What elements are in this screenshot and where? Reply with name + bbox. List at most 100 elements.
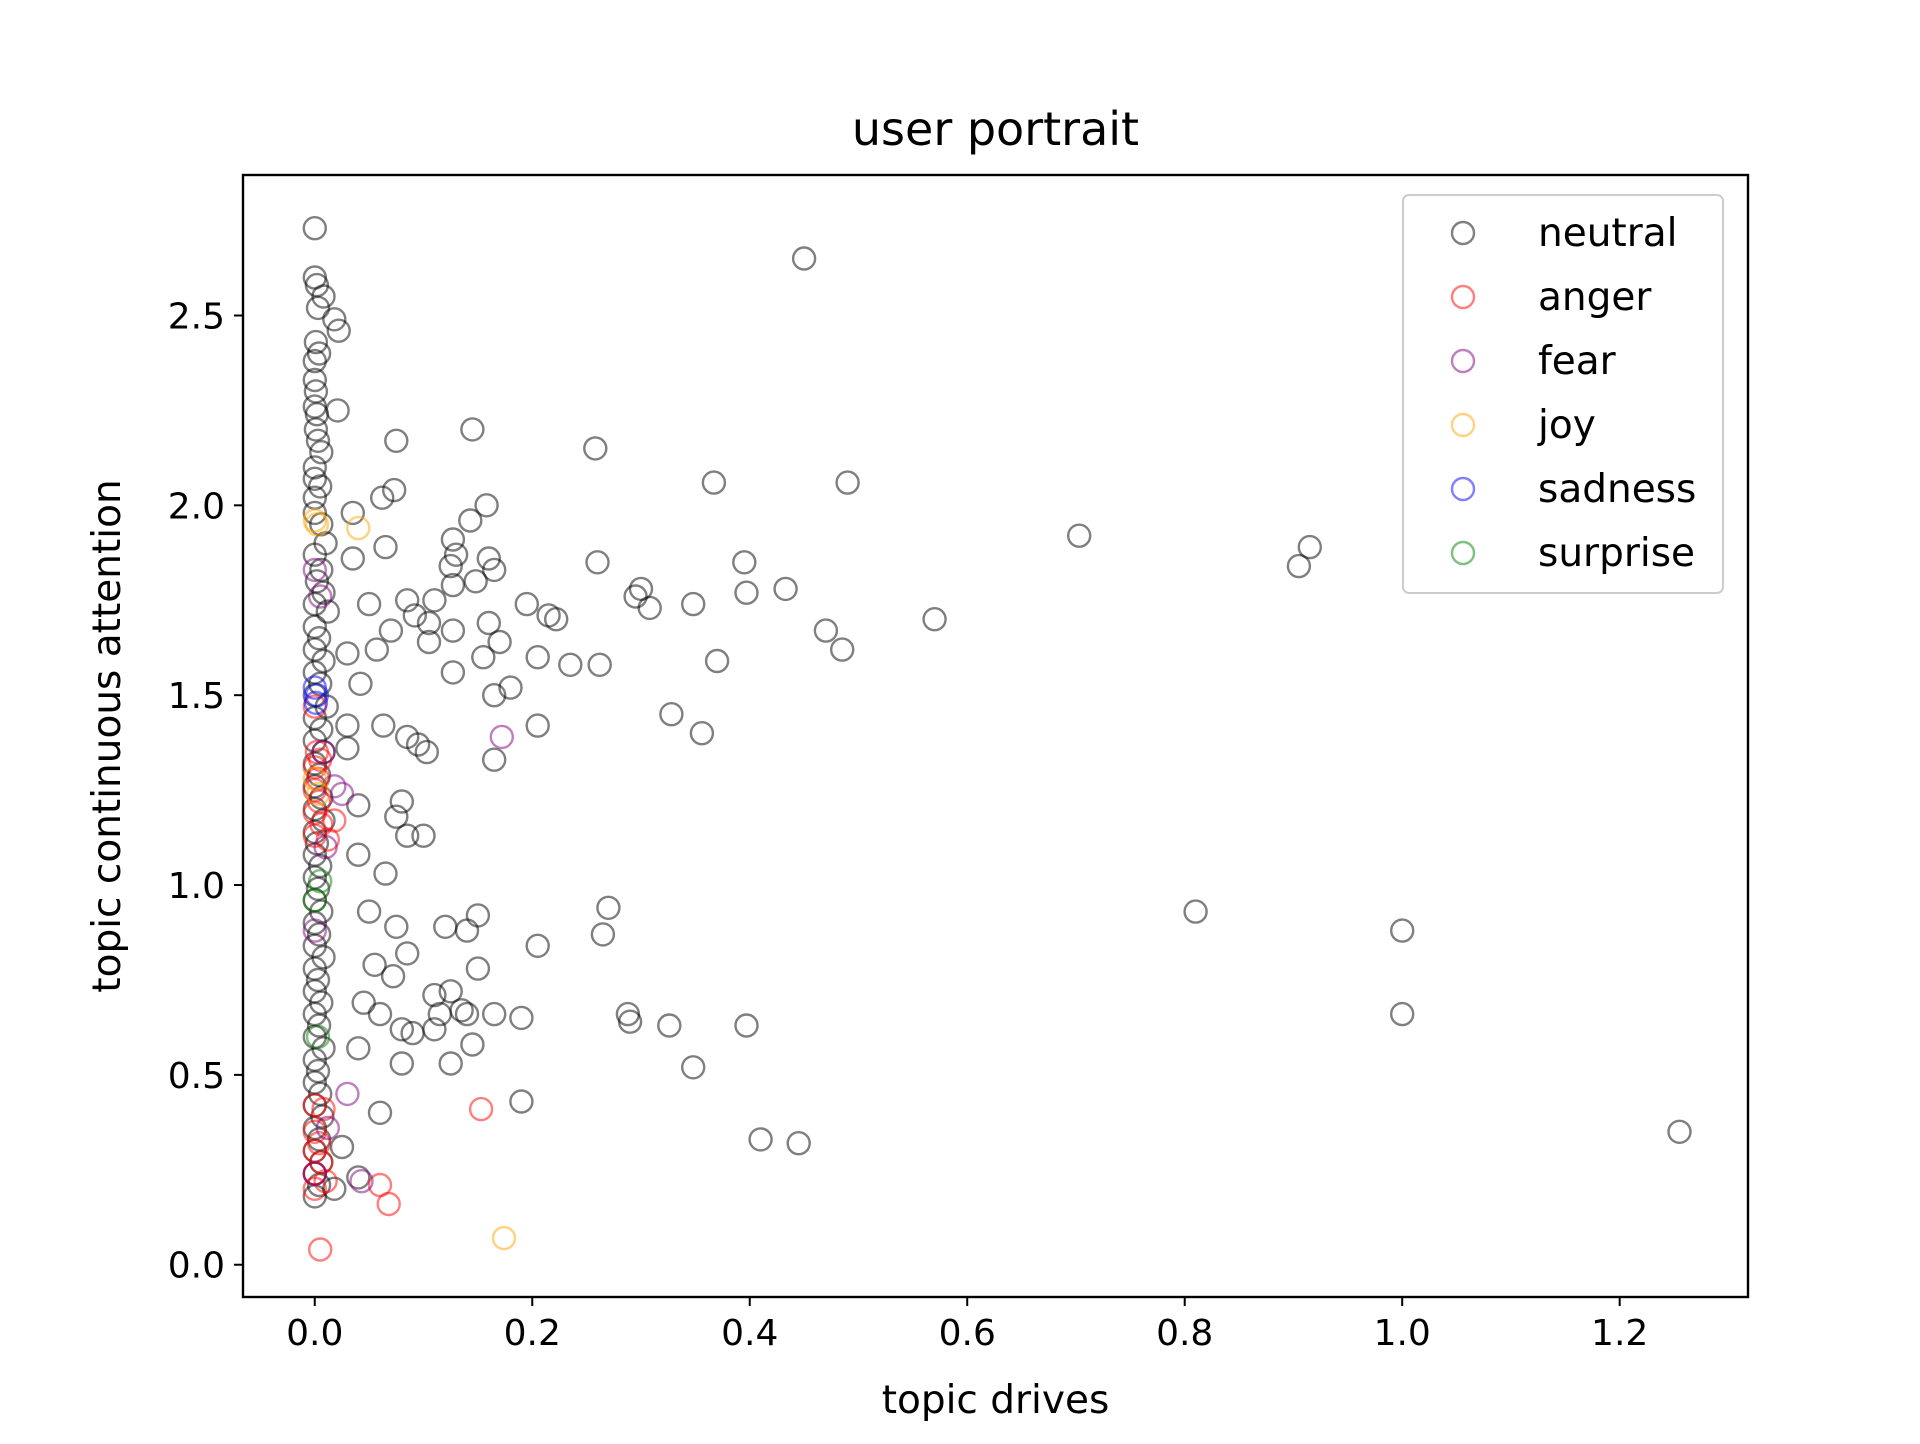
x-tick-label-1: 0.2 (504, 1313, 561, 1354)
point-fear-8 (315, 1115, 340, 1141)
point-neutral-82 (384, 428, 409, 453)
point-neutral-179 (689, 721, 715, 746)
point-fear-10 (349, 1168, 374, 1194)
point-neutral-151 (460, 1032, 485, 1057)
point-neutral-127 (443, 542, 469, 567)
point-neutral-30 (315, 599, 340, 624)
point-neutral-114 (367, 1001, 393, 1027)
point-anger-17 (309, 1149, 334, 1175)
point-fear-6 (302, 918, 327, 943)
point-neutral-98 (405, 732, 431, 757)
x-tick-label-2: 0.4 (721, 1313, 778, 1354)
point-neutral-135 (440, 618, 466, 643)
point-neutral-142 (498, 675, 523, 700)
point-neutral-87 (373, 534, 398, 560)
point-neutral-5 (322, 307, 347, 332)
point-neutral-100 (335, 736, 360, 761)
point-neutral-128 (438, 553, 463, 579)
point-neutral-159 (525, 933, 550, 958)
point-neutral-140 (487, 629, 512, 655)
point-neutral-25 (302, 542, 327, 567)
point-neutral-178 (681, 591, 706, 617)
point-neutral-163 (525, 645, 550, 670)
point-neutral-108 (356, 899, 382, 924)
point-neutral-16 (305, 428, 331, 453)
point-neutral-58 (306, 922, 332, 947)
point-neutral-123 (460, 417, 485, 442)
legend-label-sadness: sadness (1538, 467, 1696, 512)
point-neutral-143 (482, 747, 507, 772)
point-neutral-99 (414, 739, 439, 765)
point-neutral-36 (308, 671, 333, 696)
point-neutral-125 (458, 508, 483, 533)
point-fear-11 (489, 724, 514, 750)
point-neutral-4 (305, 295, 331, 321)
point-neutral-93 (335, 641, 360, 666)
point-neutral-185 (734, 1013, 759, 1038)
point-neutral-152 (454, 1001, 480, 1027)
series-surprise (302, 869, 333, 1050)
x-axis-label: topic drives (882, 1378, 1110, 1423)
point-neutral-111 (380, 964, 406, 989)
point-neutral-168 (587, 652, 612, 677)
point-fear-5 (313, 834, 338, 860)
point-neutral-187 (773, 576, 798, 602)
point-neutral-189 (791, 246, 817, 271)
y-tick-label-3: 1.5 (168, 676, 225, 717)
point-anger-13 (311, 1096, 336, 1122)
y-tick-label-2: 1.0 (168, 866, 225, 907)
point-neutral-88 (356, 591, 382, 617)
point-neutral-118 (346, 1036, 371, 1061)
series-joy (302, 508, 517, 1251)
point-neutral-119 (367, 1100, 393, 1126)
point-neutral-153 (422, 1017, 447, 1042)
point-fear-0 (302, 557, 327, 583)
point-neutral-109 (384, 914, 409, 939)
point-neutral-197 (1297, 534, 1323, 560)
x-tick-label-6: 1.2 (1591, 1313, 1648, 1354)
point-neutral-155 (465, 956, 491, 981)
point-neutral-14 (325, 398, 350, 423)
legend-label-neutral: neutral (1538, 211, 1678, 256)
point-neutral-94 (348, 671, 373, 696)
point-neutral-188 (786, 1130, 811, 1156)
point-neutral-113 (351, 990, 376, 1015)
point-neutral-131 (482, 557, 507, 583)
point-joy-5 (491, 1225, 517, 1251)
x-tick-label-0: 0.0 (286, 1313, 343, 1354)
point-neutral-190 (813, 618, 839, 643)
point-neutral-196 (1286, 553, 1312, 579)
point-neutral-89 (364, 637, 389, 662)
point-neutral-96 (371, 713, 396, 738)
point-neutral-154 (438, 1051, 463, 1076)
y-tick-label-4: 2.0 (168, 486, 225, 527)
point-neutral-186 (748, 1127, 773, 1152)
point-surprise-2 (305, 1024, 331, 1050)
point-neutral-18 (302, 455, 327, 480)
point-neutral-195 (1183, 899, 1208, 924)
point-neutral-184 (734, 580, 759, 605)
point-neutral-133 (422, 588, 447, 613)
plot-frame (241, 173, 1750, 1299)
point-neutral-136 (416, 629, 442, 655)
point-neutral-194 (1066, 523, 1092, 548)
legend-marker-surprise (1450, 540, 1476, 566)
legend-label-joy: joy (1537, 403, 1596, 448)
point-neutral-147 (422, 982, 447, 1008)
point-neutral-102 (389, 789, 414, 814)
point-neutral-165 (525, 713, 550, 738)
point-joy-4 (305, 781, 331, 807)
point-neutral-139 (476, 610, 501, 636)
point-neutral-122 (322, 1176, 347, 1202)
point-neutral-6 (326, 318, 351, 343)
point-neutral-137 (440, 660, 466, 685)
point-neutral-162 (544, 607, 569, 632)
point-fear-4 (329, 781, 355, 807)
point-neutral-172 (617, 1009, 643, 1034)
x-tick-label-4: 0.8 (1156, 1313, 1213, 1354)
point-sadness-1 (304, 683, 330, 708)
point-neutral-120 (329, 1134, 355, 1160)
point-neutral-85 (382, 477, 407, 503)
point-neutral-130 (476, 546, 501, 571)
point-neutral-148 (438, 979, 463, 1004)
